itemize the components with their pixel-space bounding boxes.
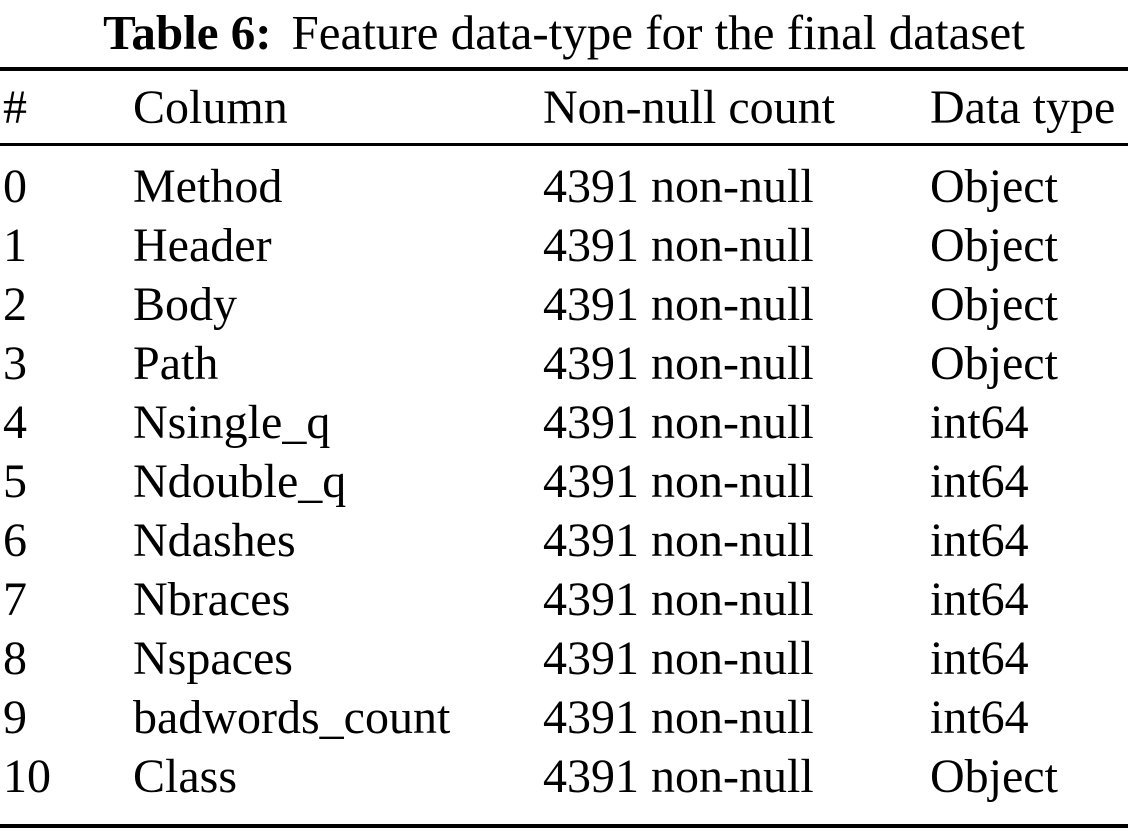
row-data-type: Object (930, 278, 1058, 331)
row-column-name: Path (133, 337, 219, 390)
row-nonnull-count: 4391 non-null (543, 337, 814, 390)
row-column-name: Header (133, 219, 272, 272)
row-nonnull-count: 4391 non-null (543, 750, 814, 803)
row-column-name: Body (133, 278, 238, 331)
table-row: 9 badwords_count 4391 non-null int64 (0, 688, 1128, 747)
row-column-name: Method (133, 160, 283, 213)
row-data-type: int64 (930, 691, 1029, 744)
row-nonnull-count: 4391 non-null (543, 514, 814, 567)
row-data-type: int64 (930, 632, 1029, 685)
row-data-type: int64 (930, 573, 1029, 626)
column-header-num: # (3, 80, 27, 134)
table-caption: Table 6: Feature data-type for the final… (0, 0, 1128, 64)
table-row: 5 Ndouble_q 4391 non-null int64 (0, 452, 1128, 511)
row-index: 2 (3, 278, 27, 331)
table-header-rule (0, 143, 1128, 146)
column-header-column: Column (133, 80, 288, 134)
row-nonnull-count: 4391 non-null (543, 160, 814, 213)
row-column-name: Class (133, 750, 238, 803)
table-row: 0 Method 4391 non-null Object (0, 157, 1128, 216)
table-row: 7 Nbraces 4391 non-null int64 (0, 570, 1128, 629)
row-column-name: Ndouble_q (133, 455, 347, 508)
column-header-dtype: Data type (930, 80, 1116, 134)
row-index: 7 (3, 573, 27, 626)
table-caption-text: Feature data-type for the final dataset (291, 4, 1025, 60)
row-nonnull-count: 4391 non-null (543, 573, 814, 626)
table-header-row: # Column Non-null count Data type (0, 71, 1128, 143)
row-index: 6 (3, 514, 27, 567)
row-data-type: int64 (930, 455, 1029, 508)
row-data-type: Object (930, 337, 1058, 390)
row-index: 9 (3, 691, 27, 744)
row-nonnull-count: 4391 non-null (543, 691, 814, 744)
row-index: 10 (3, 750, 51, 803)
row-index: 1 (3, 219, 27, 272)
row-nonnull-count: 4391 non-null (543, 396, 814, 449)
table-caption-label: Table 6: (103, 4, 272, 60)
row-column-name: Nbraces (133, 573, 291, 626)
table-body: 0 Method 4391 non-null Object 1 Header 4… (0, 146, 1128, 806)
table-row: 8 Nspaces 4391 non-null int64 (0, 629, 1128, 688)
table-row: 10 Class 4391 non-null Object (0, 747, 1128, 806)
table-row: 4 Nsingle_q 4391 non-null int64 (0, 393, 1128, 452)
row-nonnull-count: 4391 non-null (543, 632, 814, 685)
table-row: 2 Body 4391 non-null Object (0, 275, 1128, 334)
row-index: 4 (3, 396, 27, 449)
table-row: 6 Ndashes 4391 non-null int64 (0, 511, 1128, 570)
row-data-type: int64 (930, 514, 1029, 567)
row-column-name: Ndashes (133, 514, 296, 567)
row-index: 8 (3, 632, 27, 685)
table-top-rule (0, 67, 1128, 71)
row-index: 5 (3, 455, 27, 508)
row-data-type: Object (930, 219, 1058, 272)
table-row: 1 Header 4391 non-null Object (0, 216, 1128, 275)
row-nonnull-count: 4391 non-null (543, 219, 814, 272)
table-bottom-rule (0, 824, 1128, 828)
row-column-name: badwords_count (133, 691, 451, 744)
row-column-name: Nsingle_q (133, 396, 331, 449)
row-index: 0 (3, 160, 27, 213)
table-row: 3 Path 4391 non-null Object (0, 334, 1128, 393)
row-data-type: Object (930, 750, 1058, 803)
row-data-type: int64 (930, 396, 1029, 449)
row-index: 3 (3, 337, 27, 390)
row-nonnull-count: 4391 non-null (543, 278, 814, 331)
row-column-name: Nspaces (133, 632, 293, 685)
row-nonnull-count: 4391 non-null (543, 455, 814, 508)
column-header-count: Non-null count (543, 80, 835, 134)
row-data-type: Object (930, 160, 1058, 213)
